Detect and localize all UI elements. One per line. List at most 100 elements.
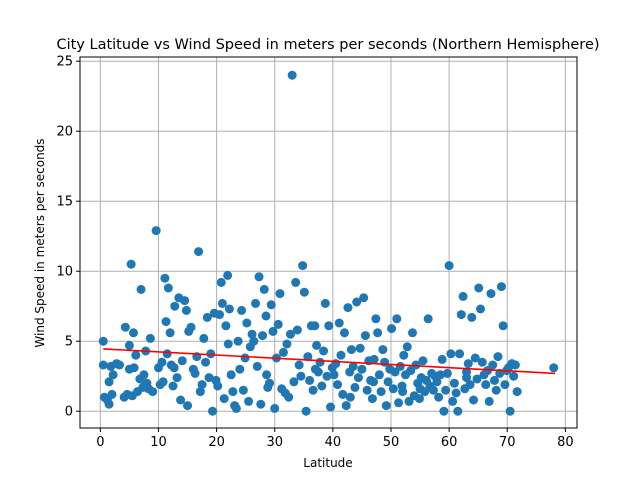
data-point [163, 283, 173, 293]
data-point [298, 261, 308, 271]
data-point [432, 377, 442, 387]
data-point [472, 374, 482, 384]
data-point [462, 373, 472, 383]
data-point [336, 350, 346, 360]
data-point [115, 360, 125, 370]
y-tick-label: 10 [56, 265, 73, 280]
x-tick-label: 60 [441, 435, 458, 450]
data-point [474, 283, 484, 293]
data-point [287, 70, 297, 80]
data-point [339, 328, 349, 338]
data-point [451, 388, 461, 398]
data-point [131, 350, 141, 360]
data-point [338, 389, 348, 399]
data-point [180, 296, 190, 306]
data-point [284, 392, 294, 402]
y-tick-label: 20 [56, 125, 73, 140]
data-point [291, 277, 301, 287]
x-tick-label: 80 [557, 435, 574, 450]
data-point [238, 385, 248, 395]
data-point [491, 385, 501, 395]
data-point [449, 378, 459, 388]
regression-line [103, 348, 555, 375]
data-point [240, 353, 250, 363]
data-point [331, 359, 341, 369]
data-point [270, 403, 280, 413]
data-point [128, 328, 138, 338]
data-point [224, 304, 234, 314]
x-tick-label: 0 [96, 435, 104, 450]
data-point [493, 352, 503, 362]
data-point [282, 339, 292, 349]
data-point [469, 395, 479, 405]
data-point [352, 297, 362, 307]
data-point [310, 364, 320, 374]
data-point [458, 291, 468, 301]
data-point [289, 377, 299, 387]
data-point [296, 371, 306, 381]
data-point [254, 272, 264, 282]
data-point [215, 310, 225, 320]
data-point [512, 387, 522, 397]
data-point [381, 401, 391, 411]
data-point [549, 363, 559, 373]
data-point [231, 403, 241, 413]
data-point [168, 381, 178, 391]
data-point [199, 333, 209, 343]
data-point [484, 396, 494, 406]
data-point [489, 375, 499, 385]
data-point [213, 381, 223, 391]
data-point [345, 392, 355, 402]
data-point [126, 259, 136, 269]
data-point [216, 277, 226, 287]
data-point [129, 363, 139, 373]
data-point [160, 273, 170, 283]
data-point [251, 298, 261, 308]
data-point [360, 331, 370, 341]
data-point [190, 368, 200, 378]
data-point [252, 361, 262, 371]
data-point [418, 356, 428, 366]
data-point [219, 394, 229, 404]
y-tick-label: 0 [65, 405, 73, 420]
data-point [223, 270, 233, 280]
data-point [177, 356, 187, 366]
data-point [510, 360, 520, 370]
data-point [223, 339, 233, 349]
data-point [334, 318, 344, 328]
data-point [448, 396, 458, 406]
scatter-points [98, 70, 559, 416]
data-point [162, 349, 172, 359]
data-point [165, 328, 175, 338]
data-point [310, 321, 320, 331]
data-point [369, 354, 379, 364]
data-point [320, 298, 330, 308]
x-tick-label: 20 [208, 435, 225, 450]
data-point [237, 305, 247, 315]
data-point [444, 261, 454, 271]
data-point [467, 312, 477, 322]
data-point [423, 314, 433, 324]
data-point [161, 317, 171, 327]
data-point [359, 293, 369, 303]
data-point [496, 282, 506, 292]
data-point [387, 324, 397, 334]
data-point [157, 357, 167, 367]
data-point [197, 380, 207, 390]
data-point [104, 377, 114, 387]
data-point [453, 406, 463, 416]
data-point [414, 394, 424, 404]
data-point [439, 406, 449, 416]
data-point [124, 340, 134, 350]
data-point [322, 371, 332, 381]
data-point [249, 336, 259, 346]
data-point [201, 357, 211, 367]
data-point [341, 401, 351, 411]
data-point [446, 349, 456, 359]
data-point [301, 406, 311, 416]
data-point [176, 395, 186, 405]
data-point [233, 336, 243, 346]
data-point [434, 392, 444, 402]
data-point [455, 349, 465, 359]
y-tick-label: 25 [56, 55, 73, 70]
